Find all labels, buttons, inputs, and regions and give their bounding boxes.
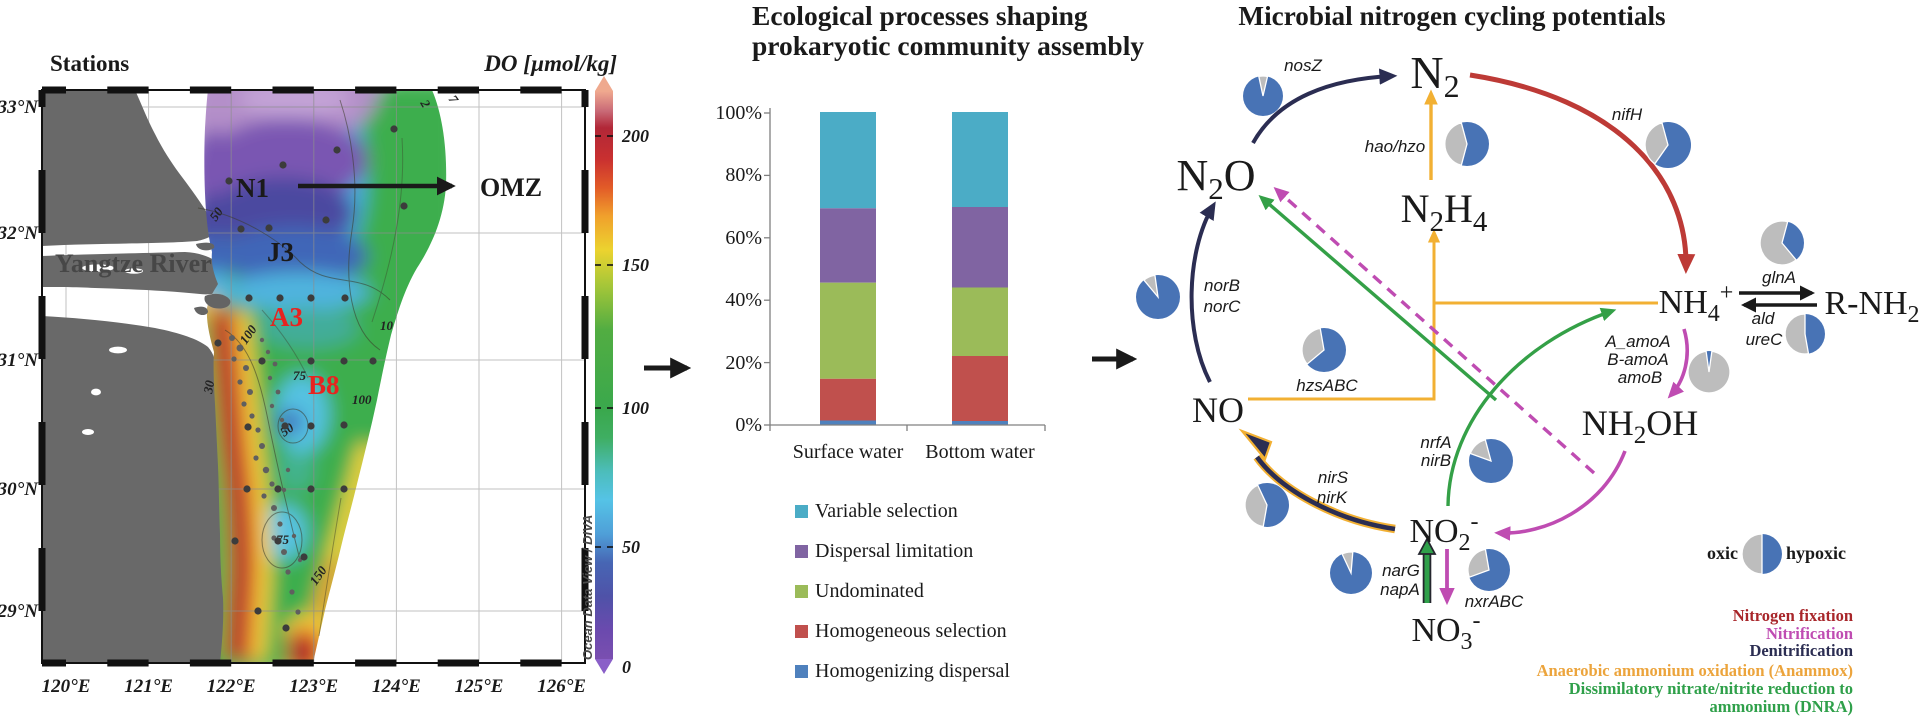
svg-text:norB: norB <box>1204 276 1240 295</box>
svg-text:Homogenizing dispersal: Homogenizing dispersal <box>815 660 1010 682</box>
svg-text:ammonium (DNRA): ammonium (DNRA) <box>1710 697 1853 716</box>
svg-text:napA: napA <box>1380 580 1420 599</box>
svg-text:120°E: 120°E <box>42 676 91 697</box>
svg-text:norC: norC <box>1204 297 1242 316</box>
svg-text:nirS: nirS <box>1318 468 1349 487</box>
svg-text:Stations: Stations <box>50 51 129 76</box>
svg-text:60%: 60% <box>725 227 762 249</box>
svg-text:N2O: N2O <box>1176 151 1255 206</box>
svg-text:Bottom water: Bottom water <box>925 441 1035 463</box>
svg-text:NO: NO <box>1192 390 1244 430</box>
svg-text:20%: 20% <box>725 352 762 374</box>
svg-text:30: 30 <box>200 379 217 396</box>
svg-text:100: 100 <box>622 398 649 418</box>
svg-text:125°E: 125°E <box>455 676 504 697</box>
svg-text:ureC: ureC <box>1746 330 1784 349</box>
svg-text:ald: ald <box>1752 309 1775 328</box>
svg-text:126°E: 126°E <box>537 676 586 697</box>
svg-text:R-NH2: R-NH2 <box>1824 285 1919 328</box>
svg-text:30°N: 30°N <box>0 479 39 500</box>
svg-text:oxic: oxic <box>1707 543 1738 563</box>
svg-text:A3: A3 <box>270 302 303 332</box>
svg-text:122°E: 122°E <box>207 676 256 697</box>
svg-text:DO [µmol/kg]: DO [µmol/kg] <box>483 51 617 76</box>
svg-text:A_amoA: A_amoA <box>1604 332 1670 351</box>
svg-text:hao/hzo: hao/hzo <box>1365 137 1426 156</box>
svg-text:nirB: nirB <box>1421 451 1451 470</box>
svg-text:amoB: amoB <box>1618 368 1662 387</box>
svg-text:hypoxic: hypoxic <box>1786 543 1846 563</box>
svg-text:31°N: 31°N <box>0 350 39 371</box>
svg-text:Dispersal limitation: Dispersal limitation <box>815 540 973 562</box>
svg-text:0%: 0% <box>735 414 762 436</box>
svg-text:Microbial nitrogen cycling pot: Microbial nitrogen cycling potentials <box>1238 1 1665 31</box>
svg-text:nifH: nifH <box>1612 105 1643 124</box>
svg-text:Homogeneous selection: Homogeneous selection <box>815 620 1007 642</box>
svg-text:29°N: 29°N <box>0 601 39 622</box>
svg-text:hzsABC: hzsABC <box>1296 376 1358 395</box>
svg-text:glnA: glnA <box>1762 268 1796 287</box>
svg-text:0: 0 <box>622 657 631 677</box>
svg-text:50: 50 <box>622 537 640 557</box>
svg-text:nrfA: nrfA <box>1420 433 1451 452</box>
svg-text:124°E: 124°E <box>372 676 421 697</box>
svg-text:Nitrification: Nitrification <box>1766 624 1853 643</box>
svg-text:100: 100 <box>352 392 372 407</box>
svg-text:Ecological processes shaping: Ecological processes shaping <box>752 0 1088 31</box>
svg-text:Nitrogen fixation: Nitrogen fixation <box>1733 606 1853 625</box>
svg-text:123°E: 123°E <box>289 676 338 697</box>
svg-text:NH2OH: NH2OH <box>1582 403 1699 449</box>
svg-text:J3: J3 <box>267 237 294 267</box>
svg-text:B8: B8 <box>308 370 340 400</box>
svg-text:Variable selection: Variable selection <box>815 500 958 522</box>
svg-text:B-amoA: B-amoA <box>1607 350 1668 369</box>
svg-text:OMZ: OMZ <box>480 173 542 202</box>
svg-text:Undominated: Undominated <box>815 580 924 602</box>
svg-text:nirK: nirK <box>1317 488 1348 507</box>
svg-text:Dissimilatory nitrate/nitrite: Dissimilatory nitrate/nitrite reduction … <box>1569 679 1853 698</box>
svg-text:nosZ: nosZ <box>1284 56 1322 75</box>
svg-text:Surface water: Surface water <box>793 441 904 463</box>
svg-text:nxrABC: nxrABC <box>1465 592 1524 611</box>
svg-text:Anaerobic ammonium oxidation (: Anaerobic ammonium oxidation (Anammox) <box>1537 661 1853 680</box>
svg-text:40%: 40% <box>725 289 762 311</box>
svg-text:33°N: 33°N <box>0 97 39 118</box>
svg-text:121°E: 121°E <box>124 676 173 697</box>
svg-text:32°N: 32°N <box>0 223 39 244</box>
svg-text:prokaryotic community assembly: prokaryotic community assembly <box>752 30 1144 61</box>
svg-text:200: 200 <box>621 126 649 146</box>
svg-text:narG: narG <box>1382 561 1420 580</box>
svg-text:NO3-: NO3- <box>1411 608 1480 655</box>
svg-text:75: 75 <box>293 368 307 383</box>
svg-text:N1: N1 <box>236 173 269 203</box>
svg-text:Yangtze River: Yangtze River <box>55 249 212 278</box>
svg-text:10: 10 <box>380 318 394 333</box>
svg-text:150: 150 <box>622 255 649 275</box>
svg-text:Ocean Data View / DIVA: Ocean Data View / DIVA <box>580 515 595 660</box>
svg-text:Denitrification: Denitrification <box>1749 641 1853 660</box>
svg-text:80%: 80% <box>725 164 762 186</box>
svg-text:100%: 100% <box>715 102 762 124</box>
